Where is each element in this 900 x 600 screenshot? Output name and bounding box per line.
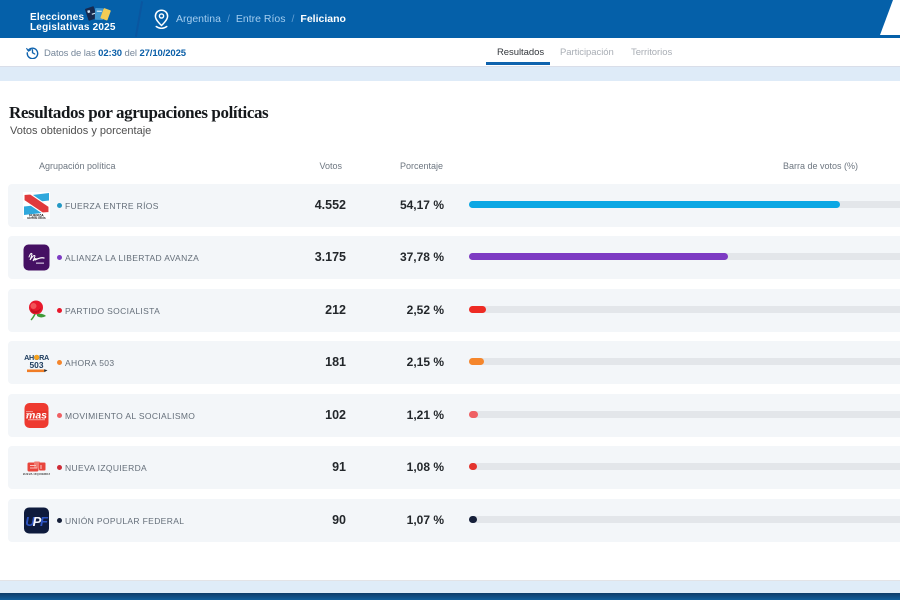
svg-text:503: 503 xyxy=(30,360,44,370)
svg-text:ENTRE RÍOS: ENTRE RÍOS xyxy=(27,215,45,219)
svg-text:mas: mas xyxy=(26,410,47,422)
svg-text:FUERZA: FUERZA xyxy=(29,214,44,218)
svg-text:U: U xyxy=(25,514,35,529)
svg-text:F: F xyxy=(40,514,49,529)
svg-text:P: P xyxy=(33,514,42,529)
svg-text:NUEVA IZQUIERDA: NUEVA IZQUIERDA xyxy=(23,472,50,476)
